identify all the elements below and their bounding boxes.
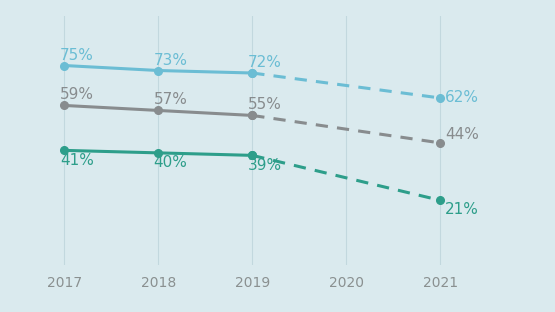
Text: 72%: 72%	[248, 55, 281, 70]
Text: 59%: 59%	[60, 87, 94, 102]
Text: 73%: 73%	[154, 52, 188, 67]
Text: 75%: 75%	[60, 47, 94, 62]
Text: 41%: 41%	[60, 153, 94, 168]
Text: 39%: 39%	[248, 158, 282, 173]
Text: 55%: 55%	[248, 97, 281, 112]
Text: 57%: 57%	[154, 92, 188, 107]
Text: 40%: 40%	[154, 155, 188, 170]
Text: 21%: 21%	[445, 202, 479, 217]
Text: 44%: 44%	[445, 127, 479, 142]
Text: 62%: 62%	[445, 90, 479, 105]
